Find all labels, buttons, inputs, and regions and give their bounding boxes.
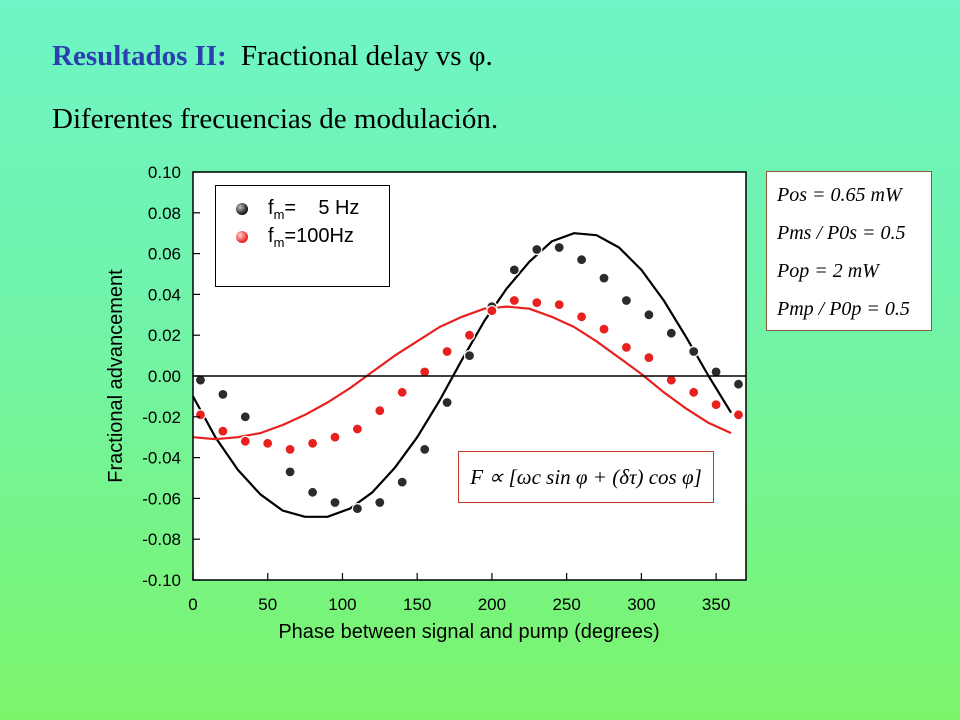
data-point-series-1 — [553, 299, 565, 311]
legend-marker-black — [236, 203, 248, 215]
data-point-series-0 — [217, 388, 229, 400]
data-point-series-0 — [508, 264, 520, 276]
data-point-series-1 — [374, 405, 386, 417]
data-point-series-0 — [307, 486, 319, 498]
data-point-series-0 — [396, 476, 408, 488]
fit-curve-0 — [192, 232, 733, 518]
x-tick-label: 250 — [552, 595, 580, 614]
data-point-series-0 — [732, 378, 745, 390]
y-tick-label: -0.08 — [142, 530, 181, 549]
data-point-series-0 — [598, 272, 610, 284]
data-point-series-0 — [329, 496, 341, 509]
data-point-series-0 — [688, 345, 700, 358]
data-point-series-1 — [665, 374, 677, 386]
data-point-series-1 — [598, 323, 610, 335]
parameters-box: Pos = 0.65 mW Pms / P0s = 0.5 Pop = 2 mW… — [766, 171, 932, 331]
data-point-series-1 — [486, 305, 498, 317]
legend-marker-red — [236, 231, 248, 243]
data-point-series-1 — [463, 329, 476, 341]
y-axis-label: Fractional advancement — [105, 269, 127, 483]
data-point-series-1 — [239, 435, 251, 447]
y-tick-label: 0.04 — [148, 285, 181, 304]
data-point-series-0 — [441, 396, 453, 409]
data-point-series-0 — [643, 309, 655, 321]
x-axis-label: Phase between signal and pump (degrees) — [278, 621, 659, 643]
param-pos: Pos = 0.65 mW — [777, 184, 902, 206]
data-point-series-1 — [217, 425, 229, 437]
title-label: Resultados II: — [52, 40, 227, 72]
y-tick-label: 0.10 — [148, 163, 181, 182]
x-tick-label: 100 — [328, 595, 356, 614]
data-point-series-1 — [396, 386, 408, 398]
data-point-series-1 — [710, 399, 722, 411]
data-point-series-1 — [688, 386, 700, 398]
data-point-series-0 — [553, 241, 565, 254]
y-tick-label: 0.02 — [148, 326, 181, 345]
param-pms-ratio: Pms / P0s = 0.5 — [777, 222, 906, 244]
data-point-series-0 — [531, 243, 543, 256]
formula-text: F ∝ [ωc sin φ + (δτ) cos φ] — [470, 464, 702, 489]
legend-label-100hz: fm=100Hz — [268, 224, 354, 250]
data-point-series-0 — [374, 496, 386, 509]
param-pop: Pop = 2 mW — [777, 260, 879, 282]
data-point-series-0 — [351, 503, 363, 515]
slide-title: Resultados II: Fractional delay vs φ. — [52, 40, 493, 73]
y-tick-label: -0.10 — [142, 571, 181, 590]
chart-legend: fm= 5 Hz fm=100Hz — [215, 185, 390, 287]
x-tick-label: 0 — [188, 595, 197, 614]
x-tick-label: 350 — [702, 595, 730, 614]
slide-subtitle: Diferentes frecuencias de modulación. — [52, 103, 499, 135]
legend-label-5hz: fm= 5 Hz — [268, 196, 360, 222]
x-tick-label: 50 — [258, 595, 277, 614]
data-point-series-1 — [531, 297, 543, 309]
x-tick-label: 150 — [403, 595, 431, 614]
data-point-series-1 — [643, 352, 655, 364]
data-point-series-1 — [351, 423, 363, 435]
data-point-series-1 — [441, 345, 453, 358]
data-point-series-0 — [194, 374, 207, 386]
data-point-series-1 — [329, 431, 341, 443]
y-tick-label: 0.06 — [148, 245, 181, 264]
y-tick-label: -0.02 — [142, 408, 181, 427]
data-point-series-1 — [307, 437, 319, 449]
data-point-series-1 — [194, 409, 207, 421]
formula-box: F ∝ [ωc sin φ + (δτ) cos φ] — [458, 451, 714, 503]
y-tick-label: 0.00 — [148, 367, 181, 386]
y-tick-label: -0.06 — [142, 489, 181, 508]
x-tick-label: 300 — [627, 595, 655, 614]
data-point-series-1 — [732, 409, 745, 421]
y-tick-label: 0.08 — [148, 204, 181, 223]
data-point-series-0 — [284, 466, 296, 478]
data-point-series-1 — [620, 341, 633, 353]
data-point-series-1 — [508, 294, 520, 307]
data-point-series-0 — [463, 350, 476, 362]
data-point-series-1 — [575, 311, 588, 323]
data-point-series-0 — [239, 411, 251, 423]
x-tick-label: 200 — [478, 595, 506, 614]
data-point-series-1 — [284, 443, 296, 455]
data-point-series-0 — [575, 254, 588, 266]
y-tick-label: -0.04 — [142, 449, 181, 468]
data-point-series-0 — [620, 294, 633, 307]
legend-entry-5hz: fm= 5 Hz — [236, 196, 360, 222]
data-point-series-0 — [665, 327, 677, 339]
legend-entry-100hz: fm=100Hz — [236, 224, 354, 250]
data-point-series-1 — [262, 437, 274, 449]
data-point-series-0 — [710, 366, 722, 378]
param-pmp-ratio: Pmp / P0p = 0.5 — [777, 298, 910, 320]
fit-curve-1 — [192, 305, 732, 441]
data-point-series-0 — [419, 443, 431, 455]
data-point-series-1 — [419, 366, 431, 378]
title-text: Fractional delay vs φ. — [240, 40, 493, 72]
